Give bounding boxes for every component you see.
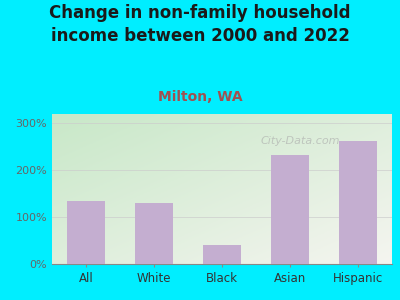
- Text: City-Data.com: City-Data.com: [260, 136, 340, 146]
- Text: Milton, WA: Milton, WA: [158, 90, 242, 104]
- Bar: [271, 155, 309, 264]
- Bar: [339, 141, 377, 264]
- Text: Change in non-family household
income between 2000 and 2022: Change in non-family household income be…: [49, 4, 351, 45]
- Bar: [135, 203, 173, 264]
- Bar: [67, 201, 105, 264]
- Bar: [203, 245, 241, 264]
